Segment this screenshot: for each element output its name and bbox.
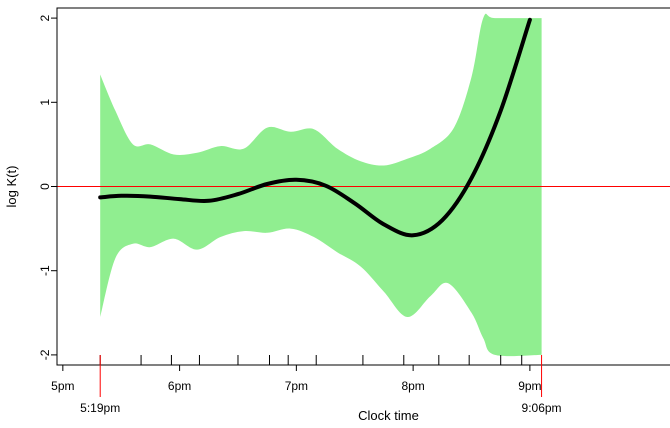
- x-tick-label: 5pm: [51, 379, 74, 393]
- end-marker-label: 9:06pm: [522, 401, 562, 415]
- x-axis-title: Clock time: [358, 408, 419, 423]
- y-tick-label: -1: [38, 265, 52, 276]
- y-tick-label: 1: [38, 99, 52, 106]
- rug-ticks: [99, 355, 523, 365]
- estimate-line-layer: [98, 17, 532, 238]
- x-tick-label: 9pm: [518, 379, 541, 393]
- time-markers: 5:19pm 9:06pm: [80, 355, 562, 415]
- estimate-line: [98, 17, 532, 238]
- y-tick-label: -2: [38, 349, 52, 360]
- y-axis: -2 -1 0 1 2: [38, 14, 57, 360]
- x-axis: 5pm 6pm 7pm 8pm 9pm: [51, 365, 542, 393]
- y-axis-title: log K(t): [4, 166, 19, 208]
- x-tick-label: 7pm: [285, 379, 308, 393]
- start-marker-label: 5:19pm: [80, 401, 120, 415]
- x-tick-label: 8pm: [401, 379, 424, 393]
- y-tick-label: 2: [38, 14, 52, 21]
- x-tick-label: 6pm: [168, 379, 191, 393]
- y-tick-label: 0: [38, 183, 52, 190]
